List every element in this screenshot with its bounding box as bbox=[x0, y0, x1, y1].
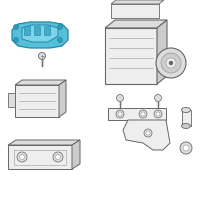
Polygon shape bbox=[123, 120, 170, 150]
Circle shape bbox=[183, 145, 189, 151]
Circle shape bbox=[144, 129, 152, 137]
Circle shape bbox=[53, 152, 63, 162]
Circle shape bbox=[156, 48, 186, 78]
Polygon shape bbox=[108, 108, 166, 120]
Circle shape bbox=[156, 112, 160, 116]
FancyBboxPatch shape bbox=[24, 26, 30, 36]
Circle shape bbox=[20, 154, 24, 160]
FancyBboxPatch shape bbox=[44, 26, 50, 36]
Circle shape bbox=[17, 152, 27, 162]
FancyBboxPatch shape bbox=[35, 26, 40, 36]
Circle shape bbox=[169, 61, 173, 65]
Circle shape bbox=[116, 110, 124, 118]
Circle shape bbox=[14, 38, 18, 43]
Polygon shape bbox=[8, 140, 80, 145]
Circle shape bbox=[166, 58, 176, 68]
Polygon shape bbox=[15, 85, 59, 117]
Circle shape bbox=[14, 24, 18, 29]
Polygon shape bbox=[15, 80, 66, 85]
Circle shape bbox=[154, 110, 162, 118]
Circle shape bbox=[146, 131, 150, 135]
Polygon shape bbox=[105, 20, 167, 28]
Polygon shape bbox=[8, 93, 15, 107]
FancyBboxPatch shape bbox=[182, 110, 190, 126]
Polygon shape bbox=[105, 28, 157, 84]
Polygon shape bbox=[72, 140, 80, 169]
Polygon shape bbox=[12, 22, 68, 48]
Circle shape bbox=[154, 95, 162, 102]
Circle shape bbox=[38, 52, 46, 60]
Circle shape bbox=[116, 95, 124, 102]
Polygon shape bbox=[59, 80, 66, 117]
Ellipse shape bbox=[182, 123, 190, 129]
Polygon shape bbox=[111, 4, 159, 18]
Circle shape bbox=[161, 53, 181, 73]
Polygon shape bbox=[157, 20, 167, 84]
Polygon shape bbox=[8, 145, 72, 169]
Polygon shape bbox=[111, 0, 164, 4]
Circle shape bbox=[58, 38, 62, 43]
Circle shape bbox=[58, 24, 62, 29]
Ellipse shape bbox=[182, 108, 190, 112]
Circle shape bbox=[180, 142, 192, 154]
Circle shape bbox=[56, 154, 60, 160]
Circle shape bbox=[141, 112, 145, 116]
Polygon shape bbox=[22, 25, 58, 42]
Circle shape bbox=[118, 112, 122, 116]
Circle shape bbox=[139, 110, 147, 118]
